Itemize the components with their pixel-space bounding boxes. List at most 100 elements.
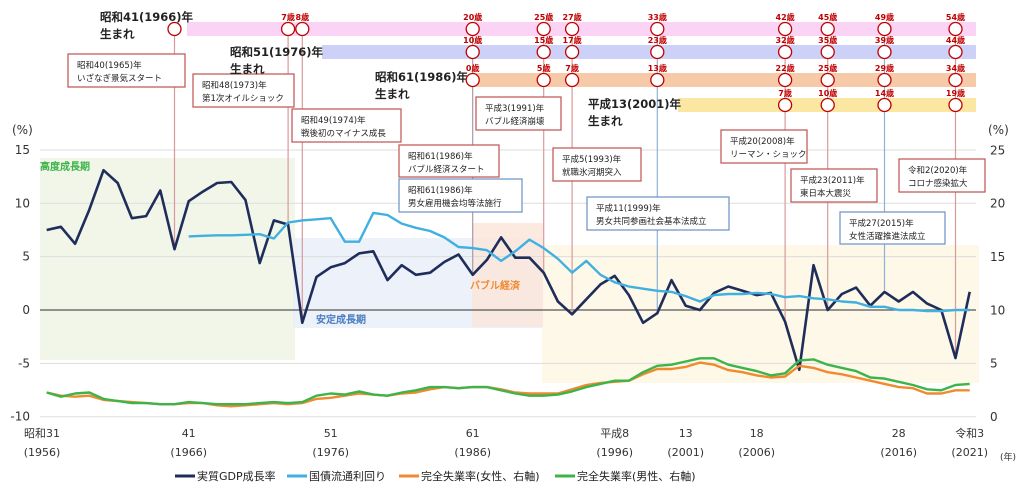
age-marker — [948, 72, 963, 88]
age-label: 45歳 — [818, 12, 837, 22]
age-label: 10歳 — [818, 88, 837, 98]
annotation-text: 女性活躍推進法成立 — [849, 231, 926, 242]
age-label: 7歳 — [281, 12, 295, 22]
age-marker — [777, 44, 793, 60]
annotation-text: コロナ感染拡大 — [908, 178, 968, 189]
age-label: 33歳 — [648, 12, 667, 22]
annotation-text: バブル経済崩壊 — [485, 116, 545, 127]
period-label: バブル経済 — [470, 279, 521, 292]
cohort-bar — [322, 45, 976, 59]
annotation-date: 平成11(1999)年 — [596, 203, 661, 214]
period-label: 安定成長期 — [316, 313, 366, 326]
x-tick-era: 昭和31 — [24, 427, 60, 440]
annotation-frame — [67, 53, 186, 88]
age-marker — [295, 21, 310, 37]
age-marker — [650, 72, 665, 88]
age-label: 10歳 — [463, 35, 482, 45]
cohort-birth-year: 昭和41(1966)年 — [100, 10, 194, 24]
age-marker — [536, 21, 551, 37]
cohort-birth-label: 生まれ — [100, 27, 135, 41]
y-left-tick-label: 10 — [15, 196, 30, 210]
annotation-frame — [839, 211, 946, 245]
annotation-date: 平成20(2008)年 — [730, 136, 795, 147]
age-marker — [564, 21, 580, 37]
age-marker — [877, 44, 892, 60]
x-tick-year: (1986) — [454, 446, 491, 459]
age-label: 17歳 — [563, 35, 582, 45]
x-tick-era: 令和3 — [955, 426, 984, 440]
annotation-frame — [790, 168, 878, 203]
age-marker — [465, 44, 480, 60]
legend-label: 実質GDP成長率 — [197, 469, 276, 483]
age-label: 32歳 — [776, 35, 795, 45]
x-tick-era: 18 — [750, 427, 764, 440]
age-label: 23歳 — [648, 35, 667, 45]
x-tick-year: (2016) — [880, 446, 917, 459]
cohort-birth-year: 平成13(2001)年 — [588, 97, 682, 111]
age-label: 25歳 — [818, 63, 837, 73]
legend-item: 国債流通利回り — [287, 469, 386, 483]
age-marker — [536, 44, 551, 60]
x-tick-era: 28 — [892, 427, 906, 440]
y-left-tick-label: 5 — [22, 250, 30, 264]
series-line-1 — [188, 211, 970, 313]
age-marker — [465, 21, 480, 37]
age-marker — [948, 21, 963, 37]
age-label: 44歳 — [946, 35, 965, 45]
legend-label: 完全失業率(男性、右軸) — [577, 469, 696, 483]
age-label: 39歳 — [875, 35, 894, 45]
annotation-text: バブル経済スタート — [408, 164, 485, 175]
age-marker — [820, 44, 835, 60]
age-label: 5歳 — [537, 63, 551, 73]
age-label: 35歳 — [818, 35, 837, 45]
x-tick-era: 51 — [324, 427, 338, 440]
annotation-frame — [898, 158, 986, 193]
annotation-frame — [586, 196, 730, 231]
age-label: 19歳 — [946, 88, 965, 98]
age-label: 34歳 — [946, 63, 965, 73]
cohort-bar — [476, 73, 976, 87]
cohort-birth-label: 生まれ — [230, 62, 265, 76]
annotation-frame — [552, 147, 642, 182]
cohort-birth-year: 昭和51(1976)年 — [230, 45, 324, 59]
period-shading-0 — [40, 158, 295, 360]
age-label: 8歳 — [296, 12, 310, 22]
annotation-frame — [720, 129, 808, 164]
annotation-date: 平成23(2011)年 — [800, 175, 865, 186]
age-marker — [948, 97, 963, 113]
cohort-bar — [187, 22, 976, 36]
y-right-unit: (%) — [988, 123, 1009, 137]
y-left-tick-label: 15 — [15, 143, 30, 157]
age-marker — [564, 44, 580, 60]
annotation-date: 昭和61(1986)年 — [408, 151, 473, 162]
cohort-birth-year: 昭和61(1986)年 — [375, 70, 469, 84]
annotation-date: 昭和48(1973)年 — [202, 80, 267, 91]
age-label: 7歳 — [565, 63, 579, 73]
age-marker — [167, 21, 182, 37]
y-left-tick-label: -10 — [10, 410, 30, 424]
period-shading-2 — [542, 245, 979, 383]
x-tick-era: 平成8 — [600, 427, 629, 440]
age-label: 7歳 — [778, 88, 792, 98]
age-marker — [820, 72, 835, 88]
x-unit: (年) — [1000, 451, 1016, 463]
y-right-tick-label: 10 — [990, 303, 1005, 317]
age-marker — [280, 21, 296, 37]
x-tick-year: (1976) — [312, 446, 349, 459]
annotation-date: 平成3(1991)年 — [485, 103, 545, 114]
x-tick-year: (2001) — [667, 446, 704, 459]
annotation-text: リーマン・ショック — [730, 150, 807, 160]
period-label: 高度成長期 — [40, 160, 90, 173]
age-label: 29歳 — [875, 63, 894, 73]
cohort-birth-label: 生まれ — [375, 87, 410, 101]
